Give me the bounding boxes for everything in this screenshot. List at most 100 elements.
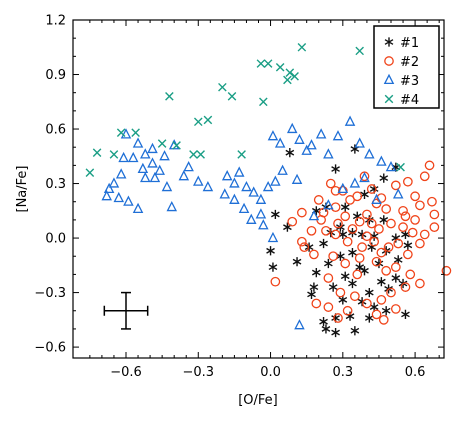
data-point <box>441 265 452 276</box>
data-point <box>255 193 267 204</box>
data-point <box>140 148 151 159</box>
data-point <box>386 287 396 298</box>
legend-marker <box>384 37 394 47</box>
data-point <box>315 128 327 139</box>
data-point <box>376 247 387 258</box>
data-point <box>427 196 437 207</box>
data-point <box>390 262 401 272</box>
data-point <box>101 190 112 201</box>
data-point <box>419 171 430 182</box>
data-point <box>308 210 320 221</box>
data-point <box>137 162 149 174</box>
data-point <box>393 238 404 249</box>
y-tick-label: 1.2 <box>45 14 66 29</box>
data-point <box>429 209 440 220</box>
data-point <box>229 193 240 204</box>
data-point <box>419 229 430 240</box>
data-point <box>147 142 158 154</box>
data-point <box>202 180 214 192</box>
legend-label: #2 <box>400 55 419 70</box>
data-point <box>403 249 413 260</box>
data-point <box>379 215 389 225</box>
x-tick-label: 0.3 <box>332 365 353 380</box>
x-tick-label: 0.0 <box>260 365 281 380</box>
data-point <box>319 238 328 249</box>
data-point <box>120 128 132 139</box>
data-point <box>238 202 250 214</box>
data-point <box>283 222 292 232</box>
data-point <box>165 92 174 101</box>
data-point <box>350 326 360 336</box>
data-point <box>108 177 120 188</box>
data-point <box>311 267 321 278</box>
data-point <box>360 266 369 276</box>
data-point <box>330 202 341 213</box>
data-point <box>267 130 279 141</box>
data-point <box>340 202 350 212</box>
data-point <box>103 182 115 194</box>
data-point <box>183 160 194 172</box>
data-point <box>172 141 181 150</box>
data-point <box>333 218 343 229</box>
data-point <box>277 164 288 175</box>
data-point <box>364 148 375 159</box>
data-point <box>115 168 127 179</box>
data-point <box>357 297 367 307</box>
y-tick-label: 0.0 <box>45 232 66 247</box>
data-point <box>398 222 408 233</box>
data-point <box>337 185 348 196</box>
data-point <box>301 144 312 155</box>
data-point <box>349 177 361 188</box>
data-point <box>309 249 319 260</box>
data-point <box>229 177 240 188</box>
data-point <box>193 175 204 186</box>
x-tick-label: 0.6 <box>405 365 426 380</box>
data-point <box>270 175 281 186</box>
data-point <box>366 184 377 194</box>
data-point <box>415 278 425 289</box>
data-point <box>331 327 340 338</box>
data-point <box>294 133 305 144</box>
data-point <box>354 253 365 263</box>
data-point <box>196 150 205 159</box>
data-point <box>379 173 389 183</box>
data-point <box>189 150 198 159</box>
data-point <box>219 188 231 199</box>
data-point <box>410 191 420 202</box>
y-tick-label: 0.6 <box>45 123 66 138</box>
data-point <box>326 228 336 238</box>
y-tick-label: −0.6 <box>34 341 66 356</box>
data-point <box>429 222 440 233</box>
data-point <box>283 75 292 85</box>
data-point <box>367 242 377 252</box>
data-point <box>113 191 125 203</box>
data-point <box>331 164 340 174</box>
data-point <box>262 180 274 192</box>
data-point <box>323 273 334 283</box>
legend-label: #3 <box>400 74 419 89</box>
x-tick-label: −0.3 <box>182 365 214 380</box>
data-point <box>348 248 357 258</box>
data-point <box>85 168 95 177</box>
data-point <box>392 188 404 199</box>
data-point <box>309 282 319 292</box>
legend-label: #1 <box>400 36 419 51</box>
data-point <box>390 304 401 314</box>
data-point <box>255 208 267 219</box>
data-point <box>374 258 384 269</box>
data-point <box>233 166 245 177</box>
data-point <box>355 46 364 56</box>
data-point <box>364 287 374 298</box>
series-circle <box>270 160 452 325</box>
data-point <box>149 171 161 183</box>
series-x <box>85 42 405 177</box>
data-point <box>154 164 165 175</box>
data-point <box>383 242 394 253</box>
data-point <box>321 225 331 236</box>
series-triangle <box>101 115 404 330</box>
data-point <box>352 211 362 221</box>
data-point <box>381 204 392 214</box>
data-point <box>285 68 295 77</box>
data-point <box>381 265 392 276</box>
